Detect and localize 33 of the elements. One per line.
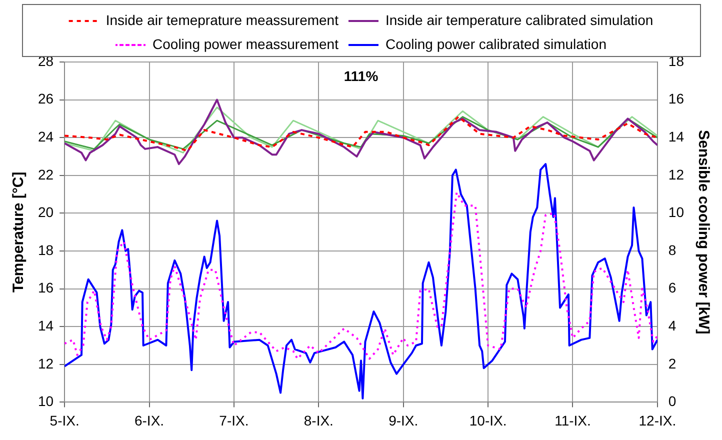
x-tick-label: 10-IX. [469,412,507,428]
y-tick-label: 16 [38,280,54,296]
y2-axis-title: Sensible cooling power [kW] [694,130,712,334]
annotation: 111% [344,68,379,84]
legend-label: Cooling power calibrated simulation [385,36,606,52]
y-tick-label: 26 [38,90,54,107]
y2-tick-label: 0 [668,393,676,410]
y2-tick-label: 16 [668,90,684,107]
y-tick-label: 14 [38,317,54,334]
x-tick-label: 12-IX. [638,412,676,428]
y-tick-label: 22 [38,166,54,182]
y2-tick-label: 4 [668,317,676,334]
x-tick-label: 7-IX. [219,412,249,428]
y2-tick-label: 14 [668,128,684,144]
y-tick-label: 18 [38,242,54,258]
x-tick-label: 11-IX. [554,412,591,428]
y-axis-title: Temperature [°C] [10,172,28,292]
legend-label: Inside air temperature calibrated simulation [385,12,654,28]
x-tick-label: 9-IX. [388,412,418,428]
legend-label: Cooling power meassurement [152,36,339,52]
x-tick-label: 6-IX. [134,412,164,428]
y2-tick-label: 8 [668,242,676,258]
y-tick-label: 10 [38,393,54,410]
y2-tick-label: 12 [668,166,684,182]
y-tick-label: 24 [38,128,54,144]
legend-label: Inside air temeprature meassurement [106,12,339,28]
y2-tick-label: 6 [668,280,676,296]
x-tick-label: 8-IX. [304,412,334,428]
y-tick-label: 12 [38,355,54,372]
y2-tick-label: 10 [668,204,684,220]
y2-tick-label: 2 [668,355,676,372]
y-tick-label: 20 [38,204,54,220]
x-tick-label: 5-IX. [50,412,80,428]
